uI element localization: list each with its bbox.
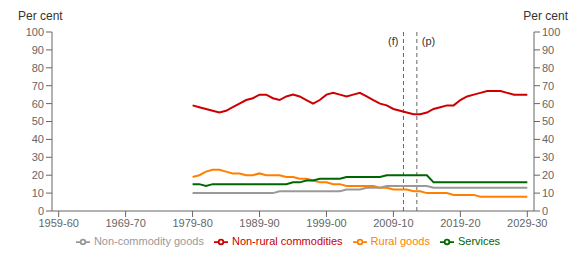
- svg-text:60: 60: [32, 98, 44, 110]
- svg-text:30: 30: [542, 151, 554, 163]
- svg-text:80: 80: [542, 62, 554, 74]
- svg-text:1979-80: 1979-80: [172, 217, 212, 229]
- html-text:Non-rural commodities: Non-rural commodities: [231, 235, 343, 247]
- html-text:Per cent: Per cent: [18, 9, 63, 23]
- html-text:Non-commodity goods: Non-commodity goods: [93, 235, 204, 247]
- svg-text:90: 90: [542, 44, 554, 56]
- svg-text:1999-00: 1999-00: [306, 217, 346, 229]
- svg-text:0: 0: [542, 205, 548, 217]
- svg-text:(p): (p): [422, 35, 435, 47]
- svg-text:1989-90: 1989-90: [239, 217, 279, 229]
- svg-text:0: 0: [38, 205, 44, 217]
- svg-text:1969-70: 1969-70: [105, 217, 145, 229]
- svg-text:40: 40: [542, 133, 554, 145]
- html-text:Rural goods: Rural goods: [370, 235, 430, 247]
- svg-text:1959-60: 1959-60: [39, 217, 79, 229]
- svg-text:30: 30: [32, 151, 44, 163]
- svg-text:2029-30: 2029-30: [507, 217, 547, 229]
- svg-text:70: 70: [32, 80, 44, 92]
- svg-text:10: 10: [542, 187, 554, 199]
- svg-text:10: 10: [32, 187, 44, 199]
- svg-text:70: 70: [542, 80, 554, 92]
- svg-text:100: 100: [542, 26, 560, 38]
- html-text:Per cent: Per cent: [523, 9, 568, 23]
- svg-text:50: 50: [32, 115, 44, 127]
- svg-text:(f): (f): [388, 35, 398, 47]
- svg-text:100: 100: [26, 26, 44, 38]
- svg-text:90: 90: [32, 44, 44, 56]
- svg-text:80: 80: [32, 62, 44, 74]
- svg-text:50: 50: [542, 115, 554, 127]
- html-text:Services: Services: [457, 235, 501, 247]
- svg-text:60: 60: [542, 98, 554, 110]
- svg-text:2019-20: 2019-20: [440, 217, 480, 229]
- svg-text:20: 20: [542, 169, 554, 181]
- svg-text:40: 40: [32, 133, 44, 145]
- svg-text:20: 20: [32, 169, 44, 181]
- svg-text:2009-10: 2009-10: [373, 217, 413, 229]
